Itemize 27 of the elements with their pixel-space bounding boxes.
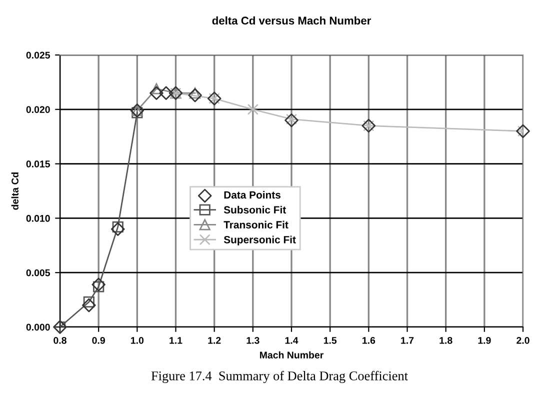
x-tick-label: 1.9 [478, 336, 491, 344]
x-tick-label: 1.1 [170, 337, 182, 344]
x-tick-label: 1.3 [246, 336, 260, 344]
caption: Figure 17.4 Summary of Delta Drag Coefficient [151, 370, 408, 384]
y-tick-label: 0.025 [26, 52, 50, 59]
legend-label: Transonic Fit [224, 220, 288, 228]
chart-title: delta Cd versus Mach Number [212, 16, 371, 25]
x-tick-label: 1.8 [440, 336, 452, 344]
x-tick-label: 0.9 [92, 336, 105, 344]
x-tick-label: 1.5 [324, 337, 337, 344]
y-tick-label: 0.005 [26, 269, 50, 276]
x-tick-label: 1.4 [285, 337, 298, 344]
x-tick-label: 0.8 [54, 336, 66, 344]
y-tick-label: 0.010 [26, 214, 50, 222]
x-tick-label: 1.7 [401, 337, 414, 344]
y-axis-title: delta Cd [11, 172, 18, 210]
x-axis-title: Mach Number [260, 351, 324, 358]
legend-label: Data Points [224, 190, 280, 199]
x-tick-label: 2.0 [516, 336, 530, 344]
x-tick-label: 1.6 [362, 336, 376, 344]
x-tick-label: 1.0 [131, 336, 144, 344]
y-tick-label: 0.000 [26, 324, 50, 331]
y-tick-label: 0.015 [26, 160, 50, 168]
legend-label: Supersonic Fit [224, 236, 296, 246]
x-tick-label: 1.2 [208, 336, 221, 344]
y-tick-label: 0.020 [26, 106, 50, 114]
legend-label: Subsonic Fit [224, 206, 286, 214]
